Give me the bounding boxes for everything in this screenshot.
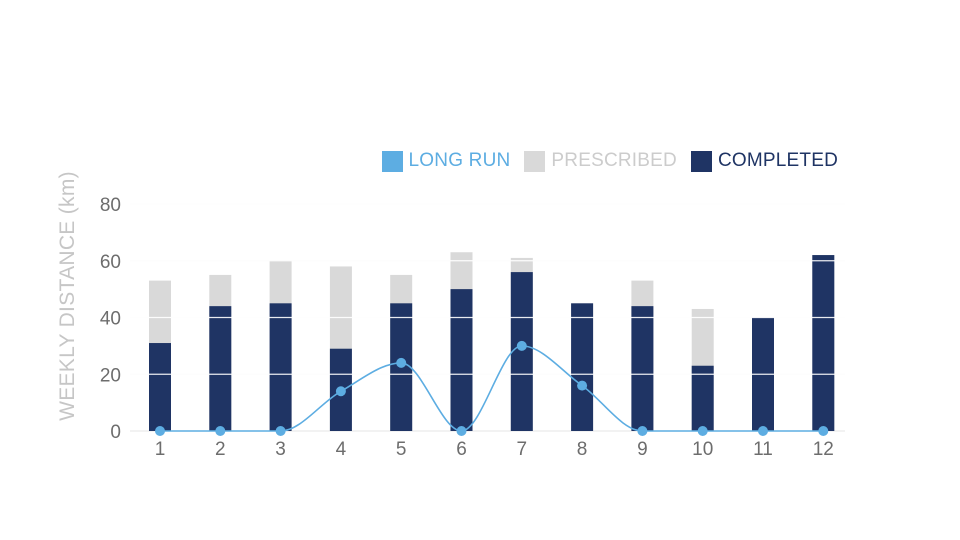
legend-item-completed[interactable]: COMPLETED bbox=[690, 150, 838, 172]
long-run-point-week-1 bbox=[155, 426, 165, 436]
x-tick-label-12: 12 bbox=[813, 439, 834, 460]
chart-legend: LONG RUN PRESCRIBED COMPLETED bbox=[381, 150, 838, 172]
long-run-point-week-11 bbox=[758, 426, 768, 436]
x-tick-label-7: 7 bbox=[517, 439, 528, 460]
prescribed-bars bbox=[149, 252, 835, 431]
x-tick-label-3: 3 bbox=[275, 439, 286, 460]
long-run-point-week-3 bbox=[275, 426, 286, 436]
x-tick-label-5: 5 bbox=[396, 439, 407, 460]
completed-bar-week-2 bbox=[209, 306, 232, 431]
y-tick-label-0: 0 bbox=[110, 422, 121, 443]
x-axis-ticks: 1 2 3 4 5 6 7 8 9 10 11 12 bbox=[155, 439, 834, 460]
completed-bar-week-9 bbox=[631, 306, 654, 431]
y-axis-ticks: 0 20 40 60 80 bbox=[100, 195, 121, 443]
long-run-series-line bbox=[160, 345, 824, 432]
long-run-point-week-12 bbox=[818, 426, 829, 436]
long-run-point-week-7 bbox=[516, 340, 527, 351]
legend-label-prescribed: PRESCRIBED bbox=[551, 150, 677, 171]
long-run-point-week-5 bbox=[396, 357, 407, 368]
completed-bar-week-6 bbox=[450, 289, 473, 431]
long-run-point-week-4 bbox=[335, 386, 346, 397]
legend-label-long-run: LONG RUN bbox=[408, 150, 511, 171]
x-tick-label-10: 10 bbox=[692, 439, 713, 460]
y-tick-label-20: 20 bbox=[100, 365, 121, 386]
legend-swatch-long-run bbox=[381, 150, 403, 172]
x-tick-label-8: 8 bbox=[577, 439, 588, 460]
legend-swatch-completed bbox=[690, 150, 712, 172]
long-run-point-week-2 bbox=[215, 426, 226, 436]
completed-bar-week-10 bbox=[691, 365, 714, 431]
legend-label-completed: COMPLETED bbox=[717, 150, 838, 171]
x-tick-label-9: 9 bbox=[637, 439, 648, 460]
long-run-line bbox=[155, 340, 829, 436]
x-tick-label-1: 1 bbox=[155, 439, 166, 460]
grid-lines-overlay bbox=[130, 203, 845, 375]
completed-bars bbox=[149, 255, 835, 431]
long-run-point-week-10 bbox=[697, 426, 708, 436]
legend-swatch-prescribed bbox=[524, 150, 546, 172]
x-tick-label-11: 11 bbox=[753, 439, 773, 460]
x-tick-label-4: 4 bbox=[336, 439, 347, 460]
completed-bar-week-12 bbox=[812, 255, 835, 431]
completed-bar-week-7 bbox=[510, 272, 533, 431]
completed-bar-week-3 bbox=[269, 303, 292, 431]
completed-bar-week-1 bbox=[149, 343, 171, 431]
x-tick-label-6: 6 bbox=[456, 439, 467, 460]
legend-item-long-run[interactable]: LONG RUN bbox=[381, 150, 511, 172]
y-tick-label-40: 40 bbox=[100, 309, 121, 330]
completed-bar-week-8 bbox=[571, 303, 594, 431]
y-tick-label-60: 60 bbox=[100, 252, 121, 273]
long-run-point-week-8 bbox=[577, 380, 588, 391]
long-run-point-week-6 bbox=[456, 426, 467, 436]
long-run-point-week-9 bbox=[637, 426, 648, 436]
x-tick-label-2: 2 bbox=[215, 439, 226, 460]
legend-item-prescribed[interactable]: PRESCRIBED bbox=[524, 150, 677, 172]
y-tick-label-80: 80 bbox=[100, 195, 121, 216]
